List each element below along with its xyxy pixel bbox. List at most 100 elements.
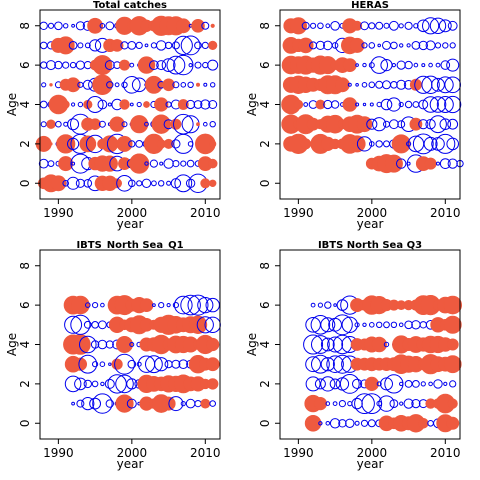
- bubble-1992-age2: [64, 375, 82, 393]
- bubble-2002-age8: [383, 22, 390, 29]
- x-tick-label: 1990: [283, 446, 314, 460]
- bubble-1989-age3: [46, 119, 56, 129]
- y-tick-label: 4: [258, 341, 272, 349]
- bubble-2011-age1: [447, 158, 458, 169]
- bubble-2002-age7: [144, 43, 149, 48]
- bubble-1999-age1: [118, 157, 131, 170]
- bubble-2004-age7: [399, 43, 404, 48]
- bubble-2002-age6: [139, 298, 154, 312]
- bubble-1995-age3: [89, 118, 101, 130]
- bubble-2011-age2: [446, 137, 460, 151]
- bubble-1996-age3: [99, 361, 106, 368]
- y-tick-label: 2: [18, 140, 32, 148]
- bubble-1999-age1: [354, 393, 375, 415]
- bubble-1999-age2: [116, 135, 133, 152]
- bubble-2009-age1: [436, 161, 440, 166]
- bubble-2003-age6: [391, 63, 396, 68]
- bubble-2000-age3: [127, 359, 137, 369]
- bubble-1997-age2: [104, 378, 115, 389]
- bubble-2002-age4: [383, 341, 390, 348]
- y-axis-label: Age: [5, 333, 19, 356]
- bubble-2005-age6: [161, 58, 176, 72]
- bubble-2001-age5: [375, 80, 384, 89]
- bubble-2011-age7: [449, 42, 456, 49]
- bubble-2006-age3: [409, 117, 423, 131]
- bubble-1996-age6: [336, 299, 349, 311]
- bubble-1998-age1: [351, 397, 363, 410]
- bubble-1995-age1: [89, 397, 101, 410]
- bubble-1994-age8: [325, 23, 331, 29]
- bubble-1995-age4: [86, 96, 104, 113]
- bubble-1992-age0: [66, 176, 80, 190]
- bubble-1992-age4: [303, 334, 324, 355]
- bubble-2004-age1: [396, 158, 407, 169]
- bubble-2008-age0: [185, 178, 196, 189]
- bubble-1999-age4: [362, 102, 367, 107]
- bubble-1997-age4: [105, 340, 114, 349]
- bubble-2000-age7: [368, 42, 376, 49]
- bubble-2009-age5: [431, 77, 445, 92]
- y-tick-label: 4: [258, 101, 272, 109]
- bubble-1998-age0: [354, 420, 360, 426]
- bubble-1994-age6: [85, 302, 91, 308]
- bubble-2000-age4: [369, 102, 374, 107]
- bubble-2006-age1: [168, 396, 184, 412]
- bubble-2004-age1: [399, 401, 404, 406]
- bubble-1997-age3: [108, 362, 112, 366]
- bubble-1997-age5: [106, 81, 114, 89]
- bubble-2008-age1: [186, 159, 195, 168]
- bubble-1994-age3: [320, 357, 335, 372]
- bubble-2011-age8: [210, 23, 215, 28]
- bubble-2011-age3: [447, 118, 459, 130]
- bubble-1996-age6: [100, 302, 105, 308]
- bubble-2004-age4: [398, 101, 404, 108]
- x-tick-label: 2010: [190, 446, 221, 460]
- bubble-2001-age6: [370, 56, 389, 74]
- bubble-2008-age7: [180, 35, 201, 56]
- bubble-2008-age5: [187, 81, 194, 89]
- bubble-2007-age3: [173, 113, 194, 135]
- bubble-1991-age7: [297, 37, 314, 54]
- y-tick-label: 0: [258, 179, 272, 187]
- bubble-2003-age3: [145, 355, 163, 374]
- bubble-1993-age0: [318, 421, 323, 426]
- bubble-2009-age2: [433, 379, 443, 389]
- bubble-1998-age4: [355, 102, 360, 107]
- x-tick-label: 1990: [43, 206, 74, 220]
- y-tick-label: 2: [258, 140, 272, 148]
- y-tick-label: 6: [18, 301, 32, 309]
- y-tick-label: 8: [258, 22, 272, 30]
- bubble-2010-age5: [436, 76, 454, 94]
- bubble-2011-age0: [209, 179, 217, 188]
- bubble-2011-age5: [204, 316, 221, 333]
- bubble-1994-age5: [82, 79, 93, 90]
- bubble-2006-age6: [166, 55, 186, 75]
- bubble-2009-age4: [193, 100, 203, 109]
- bubble-1996-age3: [98, 120, 106, 128]
- bubble-1993-age2: [314, 378, 326, 390]
- bubble-1999-age2: [115, 374, 134, 394]
- bubble-1991-age4: [303, 102, 309, 107]
- bubble-2011-age4: [208, 100, 218, 109]
- bubble-2007-age5: [180, 82, 187, 88]
- bubble-1988-age7: [39, 41, 48, 50]
- bubble-2011-age4: [206, 337, 220, 352]
- bubble-2010-age6: [197, 297, 214, 314]
- bubble-2003-age6: [149, 60, 159, 70]
- bubble-1996-age1: [92, 393, 113, 414]
- bubble-2004-age7: [156, 40, 167, 51]
- bubble-2001-age4: [371, 336, 387, 353]
- bubble-2002-age6: [137, 56, 156, 74]
- bubble-2008-age2: [428, 381, 433, 387]
- y-tick-label: 0: [18, 419, 32, 427]
- bubble-1993-age8: [317, 22, 324, 30]
- bubble-1990-age8: [54, 21, 63, 31]
- bubble-1993-age4: [70, 334, 91, 355]
- bubble-1999-age3: [121, 121, 128, 128]
- bubble-1994-age2: [83, 379, 93, 389]
- bubble-1998-age3: [109, 116, 125, 132]
- bubble-2004-age6: [156, 60, 167, 71]
- bubble-1995-age3: [326, 355, 344, 374]
- y-tick-label: 0: [18, 179, 32, 187]
- bubble-1991-age4: [61, 100, 70, 109]
